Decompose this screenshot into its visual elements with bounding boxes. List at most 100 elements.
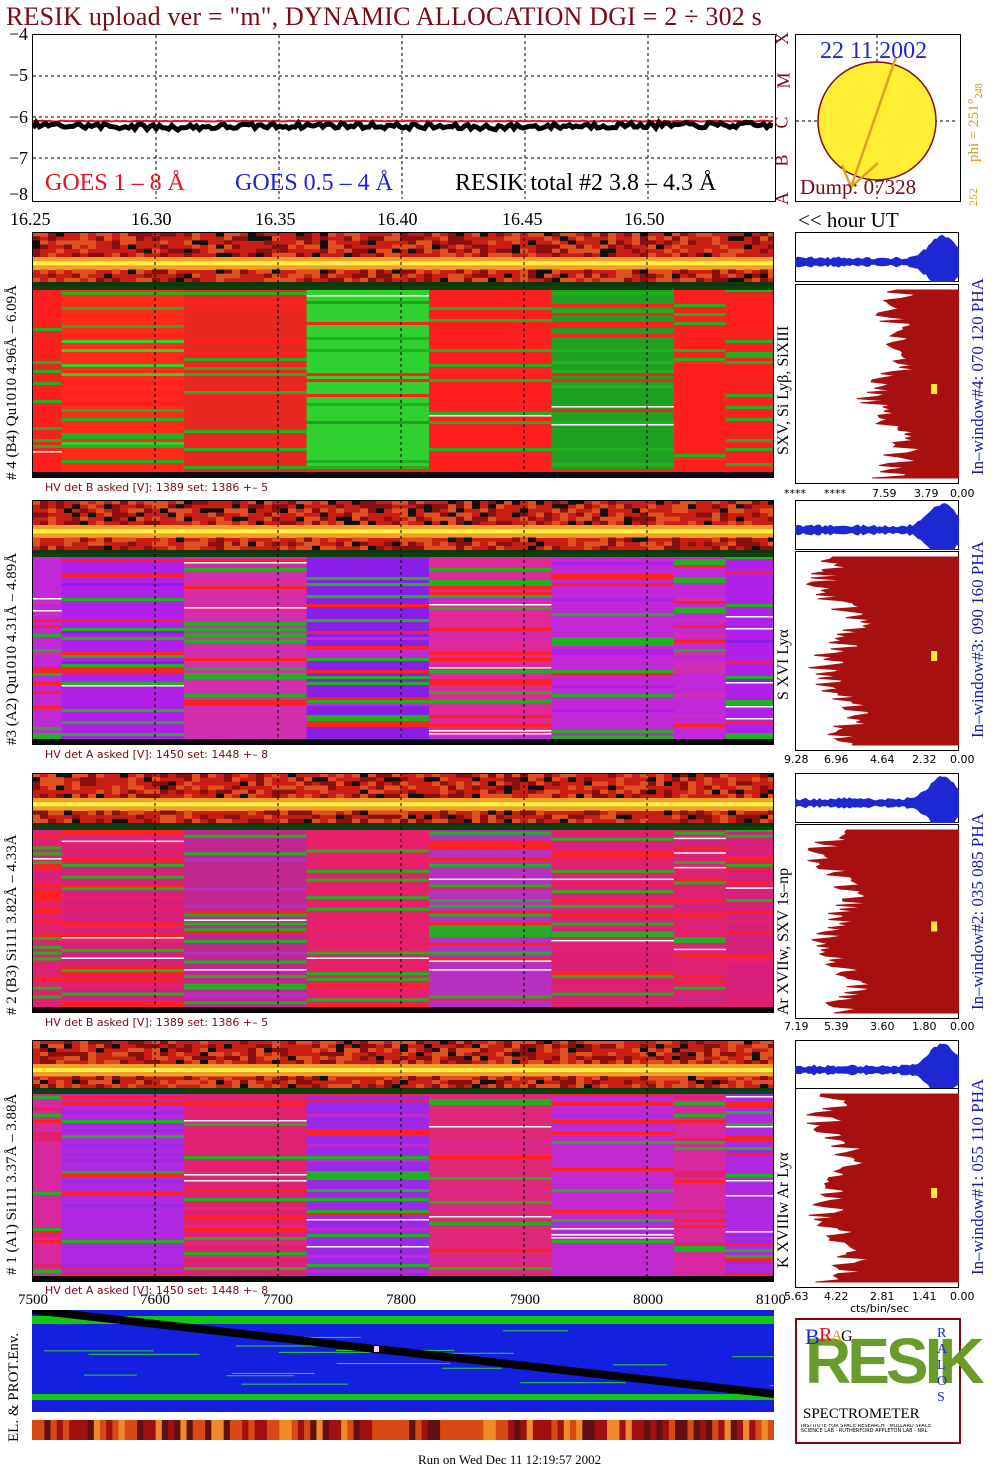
pixel xyxy=(512,257,520,262)
heat-cell xyxy=(384,1420,392,1440)
pixel xyxy=(504,818,512,824)
pixel xyxy=(600,508,608,513)
pixel xyxy=(744,793,752,799)
pixel xyxy=(608,248,616,254)
pixel xyxy=(416,257,424,262)
pixel xyxy=(136,1052,144,1057)
pixel xyxy=(568,1072,576,1077)
heat-cell xyxy=(446,1420,453,1440)
pixel xyxy=(384,525,392,530)
pixel xyxy=(264,240,272,245)
pixel xyxy=(472,1052,480,1057)
pixel xyxy=(704,248,712,254)
scale-tick: 5.63 xyxy=(784,1290,809,1303)
pixel xyxy=(80,781,88,786)
pixel xyxy=(296,240,304,245)
scale-tick: 5.39 xyxy=(824,1020,849,1033)
pixel xyxy=(512,525,520,530)
pixel xyxy=(760,257,768,262)
pixel xyxy=(584,257,592,262)
pixel xyxy=(712,504,720,509)
pixel xyxy=(768,798,774,803)
pixel xyxy=(752,802,760,807)
pixel xyxy=(296,777,304,782)
row-strip xyxy=(184,1252,308,1255)
pixel xyxy=(656,1084,664,1089)
row-strip xyxy=(725,1195,774,1197)
pixel xyxy=(88,525,96,530)
pixel xyxy=(336,1052,344,1057)
pixel xyxy=(400,500,408,505)
pixel xyxy=(504,1076,512,1081)
row-strip xyxy=(428,454,553,457)
pixel xyxy=(488,541,496,547)
pixel xyxy=(224,789,232,795)
heat-cell xyxy=(551,1420,559,1440)
row-strip xyxy=(61,670,186,673)
pixel xyxy=(472,777,480,782)
row-strip xyxy=(725,881,774,885)
row-strip xyxy=(725,736,774,739)
row-strip xyxy=(551,1231,675,1234)
heat-cell xyxy=(495,1420,503,1440)
pixel xyxy=(384,793,392,799)
spectrogram-2 xyxy=(32,773,774,1013)
pixel xyxy=(688,500,696,505)
row-strip xyxy=(725,1105,774,1108)
pixel xyxy=(608,520,616,526)
pixel xyxy=(144,1080,152,1085)
pixel xyxy=(528,798,536,803)
pixel xyxy=(672,773,680,778)
pixel xyxy=(32,244,40,250)
pixel xyxy=(736,508,744,513)
pixel xyxy=(344,1048,352,1053)
pixel xyxy=(392,1084,400,1089)
pixel xyxy=(480,512,488,518)
pixel xyxy=(160,818,168,824)
pixel xyxy=(296,1076,304,1081)
pixel xyxy=(680,1068,688,1073)
pixel xyxy=(592,265,600,270)
pixel xyxy=(736,818,744,824)
pixel xyxy=(112,1044,120,1049)
pixel xyxy=(472,1056,480,1061)
pixel xyxy=(464,516,472,522)
row-strip xyxy=(725,1150,774,1153)
pixel xyxy=(488,504,496,509)
pixel xyxy=(536,269,544,275)
pixel xyxy=(192,541,200,547)
pixel xyxy=(160,1040,168,1045)
pixel xyxy=(560,533,568,538)
pixel xyxy=(368,500,376,505)
row-strip xyxy=(61,307,186,310)
row-strip xyxy=(32,400,63,403)
pixel xyxy=(88,265,96,270)
pixel xyxy=(616,1040,624,1045)
pixel xyxy=(576,516,584,522)
pixel xyxy=(416,545,424,551)
pixel xyxy=(584,781,592,786)
pixel xyxy=(160,1056,168,1061)
row-strip xyxy=(673,980,727,984)
pixel xyxy=(192,248,200,254)
row-strip xyxy=(32,673,63,676)
pixel xyxy=(720,1056,728,1061)
pixel xyxy=(192,244,200,250)
row-strip xyxy=(184,394,308,397)
pixel xyxy=(400,261,408,266)
pixel xyxy=(584,1048,592,1053)
pixel xyxy=(656,773,664,778)
pixel xyxy=(320,781,328,786)
pixel xyxy=(472,1048,480,1053)
pixel xyxy=(704,1064,712,1069)
pixel xyxy=(264,810,272,816)
row-strip xyxy=(184,858,308,862)
pixel xyxy=(496,545,504,551)
top-histogram-2 xyxy=(795,773,959,823)
pixel xyxy=(704,798,712,803)
row-strip xyxy=(61,664,186,667)
pixel xyxy=(352,1044,360,1049)
pixel xyxy=(64,508,72,513)
row-strip xyxy=(725,1135,774,1138)
pixel xyxy=(456,1072,464,1077)
